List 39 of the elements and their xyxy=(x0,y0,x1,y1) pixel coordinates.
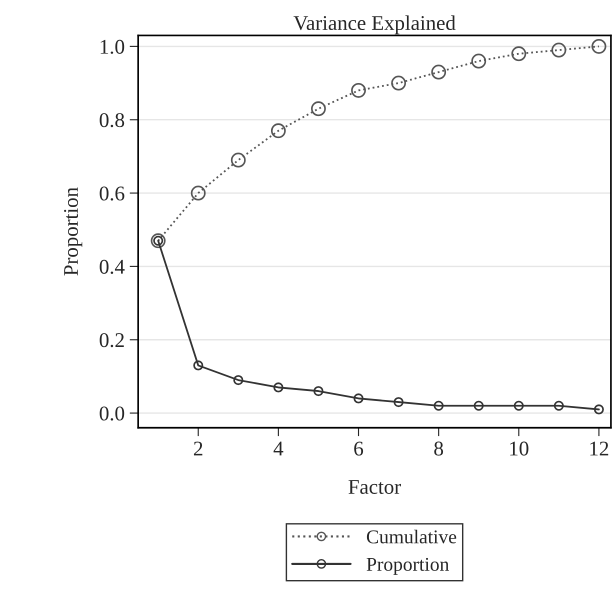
point xyxy=(591,38,606,54)
point xyxy=(190,186,206,201)
point xyxy=(273,382,284,392)
point xyxy=(554,400,564,411)
x-tick-label: 4 xyxy=(274,442,284,456)
point xyxy=(394,397,404,408)
point xyxy=(233,375,244,386)
y-tick-label: 0.2 xyxy=(100,333,124,348)
y-tick-label: 1.0 xyxy=(100,40,124,54)
legend-label: Cumulative xyxy=(366,530,456,544)
point xyxy=(354,393,364,404)
point xyxy=(434,400,444,411)
y-tick-label: 0.6 xyxy=(100,186,124,201)
y-tick-label: 0.4 xyxy=(100,260,125,274)
point xyxy=(474,400,484,411)
y-tick-label: 0.0 xyxy=(100,406,124,421)
x-axis-title: Factor xyxy=(348,480,401,494)
legend-label: Proportion xyxy=(366,558,450,575)
point xyxy=(391,76,406,90)
x-tick-label: 12 xyxy=(590,442,608,456)
point xyxy=(230,152,246,168)
point xyxy=(594,404,604,414)
point xyxy=(270,123,286,138)
point xyxy=(311,101,326,116)
point xyxy=(551,42,566,58)
point xyxy=(351,82,366,98)
x-tick-label: 8 xyxy=(434,442,444,456)
y-axis-title: Proportion xyxy=(64,187,82,276)
x-tick-label: 2 xyxy=(194,442,202,456)
point xyxy=(511,46,526,62)
point xyxy=(313,386,324,396)
point xyxy=(514,400,524,411)
y-tick-label: 0.8 xyxy=(100,113,124,128)
point xyxy=(193,360,204,370)
x-tick-label: 6 xyxy=(354,442,364,456)
point xyxy=(471,54,486,68)
chart-title: Variance Explained xyxy=(294,15,456,34)
point xyxy=(431,64,446,80)
x-tick-label: 10 xyxy=(510,442,528,456)
